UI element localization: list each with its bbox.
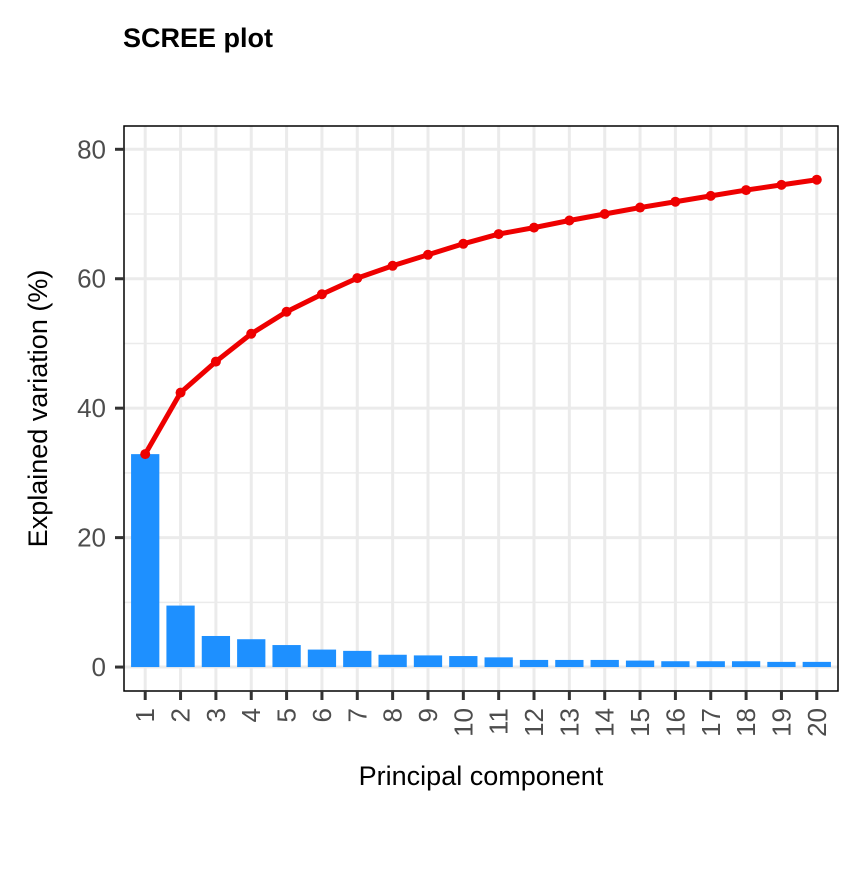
bar-pc-14 (590, 659, 619, 668)
x-axis: 1 2 3 4 5 6 7 8 9 10 11 12 13 14 15 16 17 18 19 20 (130, 691, 832, 737)
cumulative-line (142, 177, 820, 457)
bar-pc-12 (519, 659, 549, 668)
cumulative-point-pc-19 (776, 179, 787, 190)
bar-pc-1 (131, 454, 160, 668)
cumulative-point-pc-11 (493, 229, 504, 240)
bar-pc-8 (378, 654, 407, 668)
x-tick-label: 13 (554, 708, 584, 737)
x-tick-label: 6 (307, 708, 337, 722)
x-tick-label: 18 (731, 708, 761, 737)
x-tick-label: 19 (766, 708, 796, 737)
bar-pc-17 (696, 661, 725, 668)
bar-pc-2 (166, 605, 195, 668)
cumulative-point-pc-9 (422, 249, 433, 260)
cumulative-point-pc-4 (246, 328, 257, 339)
x-tick-label: 17 (696, 708, 726, 737)
bar-pc-18 (731, 661, 761, 668)
y-tick-label: 80 (77, 134, 106, 164)
bar-layer (131, 454, 831, 668)
bar-pc-13 (555, 659, 584, 668)
x-tick-label: 8 (378, 708, 408, 722)
cumulative-point-pc-17 (705, 190, 716, 201)
y-tick-label: 60 (77, 264, 106, 294)
x-tick-label: 16 (660, 708, 690, 737)
bar-pc-15 (625, 660, 655, 668)
x-tick-label: 11 (484, 708, 514, 735)
x-tick-label: 5 (272, 708, 302, 722)
x-tick-label: 9 (413, 708, 443, 722)
cumulative-point-pc-8 (387, 260, 398, 271)
grid-layer (124, 126, 838, 691)
x-tick-label: 12 (519, 708, 549, 737)
bar-pc-7 (343, 650, 372, 668)
cumulative-point-pc-1 (140, 449, 151, 460)
bar-pc-16 (661, 661, 690, 668)
x-axis-title: Principal component (359, 761, 604, 791)
bar-pc-5 (272, 645, 301, 668)
x-tick-label: 2 (166, 708, 196, 722)
cumulative-point-pc-5 (281, 306, 292, 317)
y-tick-label: 40 (77, 393, 106, 423)
y-tick-label: 20 (77, 523, 106, 553)
cumulative-point-pc-10 (458, 238, 469, 249)
chart-title: SCREE plot (123, 23, 273, 53)
bar-pc-10 (449, 656, 478, 668)
bar-pc-4 (237, 639, 266, 668)
cumulative-point-pc-16 (670, 196, 681, 207)
bar-pc-19 (767, 661, 796, 668)
cumulative-point-pc-20 (811, 174, 822, 185)
x-tick-label: 15 (625, 708, 655, 737)
cumulative-point-pc-14 (599, 209, 610, 220)
x-tick-label: 10 (448, 708, 478, 737)
cumulative-point-pc-12 (529, 222, 540, 233)
cumulative-point-pc-7 (352, 273, 363, 284)
y-tick-label: 0 (92, 652, 106, 682)
cumulative-point-pc-13 (564, 215, 575, 226)
cumulative-point-pc-6 (316, 289, 327, 300)
y-axis: 0 20 40 60 80 (77, 134, 124, 682)
x-tick-label: 4 (236, 708, 266, 722)
cumulative-point-pc-18 (741, 185, 752, 196)
bar-pc-11 (484, 657, 513, 668)
bar-pc-20 (802, 661, 831, 668)
bar-pc-9 (413, 655, 443, 668)
cumulative-point-pc-15 (635, 202, 646, 213)
line-layer (140, 174, 822, 460)
x-tick-label: 14 (590, 708, 620, 737)
x-tick-label: 20 (802, 708, 832, 737)
bar-pc-3 (201, 635, 231, 668)
x-tick-label: 3 (201, 708, 231, 722)
x-tick-label: 7 (342, 708, 372, 722)
y-axis-title: Explained variation (%) (23, 270, 53, 548)
x-tick-label: 1 (130, 708, 160, 722)
cumulative-point-pc-3 (210, 356, 221, 367)
bar-pc-6 (307, 649, 337, 668)
cumulative-point-pc-2 (175, 387, 186, 398)
